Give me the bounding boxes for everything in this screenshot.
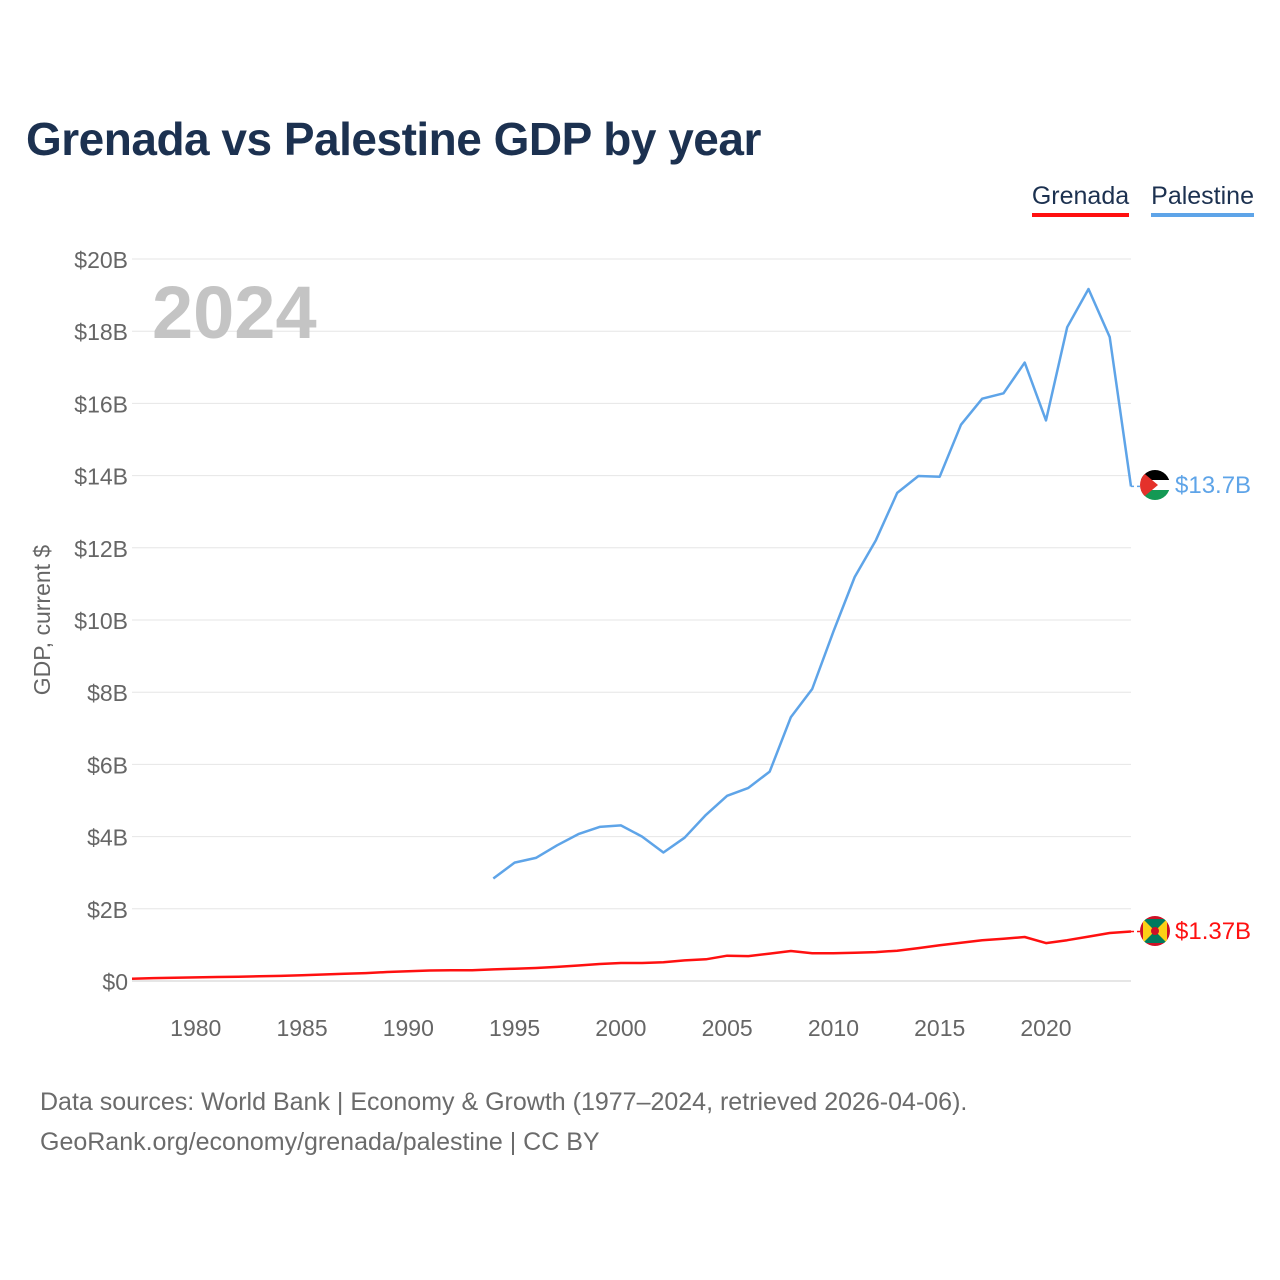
y-tick-label: $16B [74,391,128,417]
y-axis-label: GDP, current $ [29,545,55,696]
grid-lines [132,258,1131,982]
x-tick-label: 1995 [489,1015,540,1041]
x-tick-label: 2005 [702,1015,753,1041]
x-tick-label: 2010 [808,1015,859,1041]
legend: Grenada Palestine [1031,182,1254,217]
chart-title: Grenada vs Palestine GDP by year [26,113,761,165]
x-tick-label: 1985 [276,1015,327,1041]
legend-item-grenada[interactable]: Grenada [1031,182,1130,217]
y-tick-label: $12B [74,536,128,562]
x-tick-label: 1990 [383,1015,434,1041]
y-tick-label: $18B [74,319,128,345]
x-tick-label: 2020 [1020,1015,1071,1041]
y-axis-ticks: $0 $2B $4B $6B $8B $10B $12B $14B $16B $18B $20B [74,247,128,995]
series-line-palestine [492,287,1133,880]
legend-item-palestine[interactable]: Palestine [1151,182,1254,217]
palestine-flag-icon [1140,470,1170,500]
source-line-2[interactable]: GeoRank.org/economy/grenada/palestine | … [40,1128,600,1156]
series-line-grenada [131,930,1132,981]
x-tick-label: 2000 [595,1015,646,1041]
x-axis-ticks: 1980 1985 1990 1995 2000 2005 2010 2015 2020 [170,1015,1071,1041]
y-tick-label: $14B [74,464,128,490]
year-watermark: 2024 [152,271,317,354]
y-tick-label: $6B [87,752,128,778]
x-tick-label: 2015 [914,1015,965,1041]
y-tick-label: $2B [87,897,128,923]
source-note: Data sources: World Bank | Economy & Gro… [40,1082,967,1162]
y-tick-label: $8B [87,680,128,706]
gdp-line-chart: $0 $2B $4B $6B $8B $10B $12B $14B $16B $18B $20B 1… [29,247,1251,1041]
source-line-1: Data sources: World Bank | Economy & Gro… [40,1088,968,1116]
end-label-palestine: $13.7B [1175,472,1251,499]
y-tick-label: $4B [87,825,128,851]
series-lines [131,287,1140,981]
y-tick-label: $20B [74,247,128,273]
y-tick-label: $0 [102,969,128,995]
x-tick-label: 1980 [170,1015,221,1041]
grenada-flag-icon [1140,916,1170,946]
end-label-grenada: $1.37B [1175,918,1251,945]
y-tick-label: $10B [74,608,128,634]
